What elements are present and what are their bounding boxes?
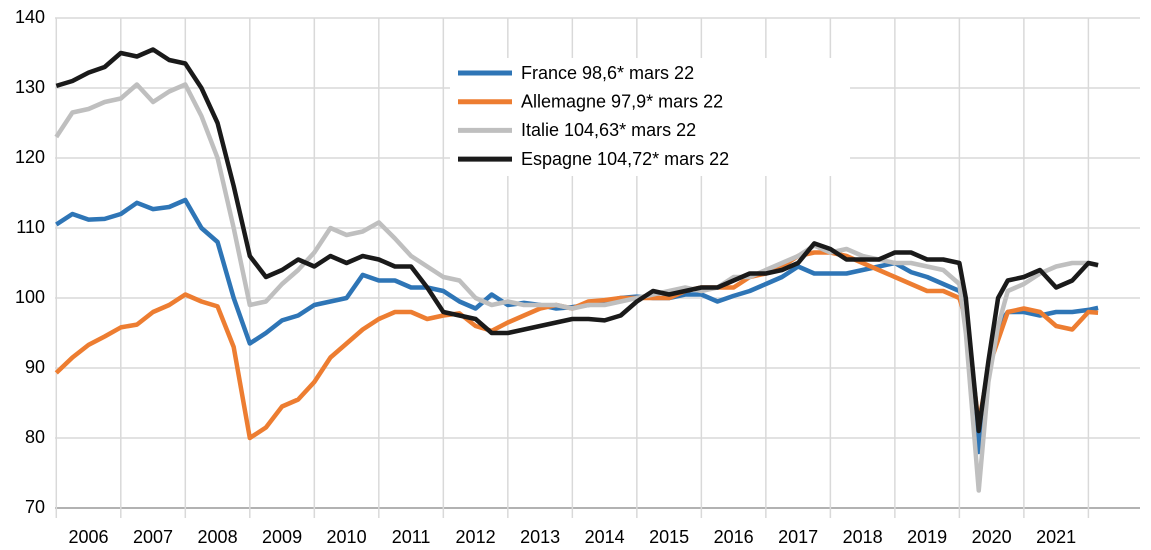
series-line — [54, 250, 1099, 441]
y-tick-label: 120 — [15, 147, 45, 167]
x-tick-label: 2007 — [133, 527, 173, 547]
x-tick-label: 2006 — [69, 527, 109, 547]
x-tick-label: 2012 — [456, 527, 496, 547]
legend-box — [450, 58, 850, 176]
x-tick-label: 2010 — [327, 527, 367, 547]
legend-label: Allemagne 97,9* mars 22 — [521, 91, 723, 111]
legend-label: France 98,6* mars 22 — [521, 63, 694, 83]
x-tick-label: 2018 — [843, 527, 883, 547]
y-tick-label: 110 — [16, 217, 45, 237]
x-tick-label: 2017 — [778, 527, 818, 547]
legend-label: Italie 104,63* mars 22 — [521, 120, 696, 140]
x-tick-label: 2009 — [262, 527, 302, 547]
y-tick-label: 70 — [25, 497, 45, 517]
x-tick-label: 2014 — [585, 527, 625, 547]
legend-label: Espagne 104,72* mars 22 — [521, 149, 729, 169]
x-tick-label: 2011 — [392, 527, 431, 547]
x-tick-label: 2016 — [714, 527, 754, 547]
x-tick-label: 2008 — [198, 527, 238, 547]
series-line — [54, 82, 1099, 493]
x-tick-label: 2020 — [972, 527, 1012, 547]
y-tick-label: 140 — [15, 7, 45, 27]
x-tick-label: 2015 — [649, 527, 689, 547]
x-tick-label: 2019 — [907, 527, 947, 547]
series-line — [55, 47, 1099, 434]
y-tick-label: 90 — [25, 357, 45, 377]
x-tick-label: 2013 — [520, 527, 560, 547]
x-tick-label: 2021 — [1036, 527, 1076, 547]
y-tick-label: 80 — [25, 427, 45, 447]
series-line — [55, 197, 1099, 455]
y-tick-label: 130 — [15, 77, 45, 97]
y-tick-label: 100 — [15, 287, 45, 307]
